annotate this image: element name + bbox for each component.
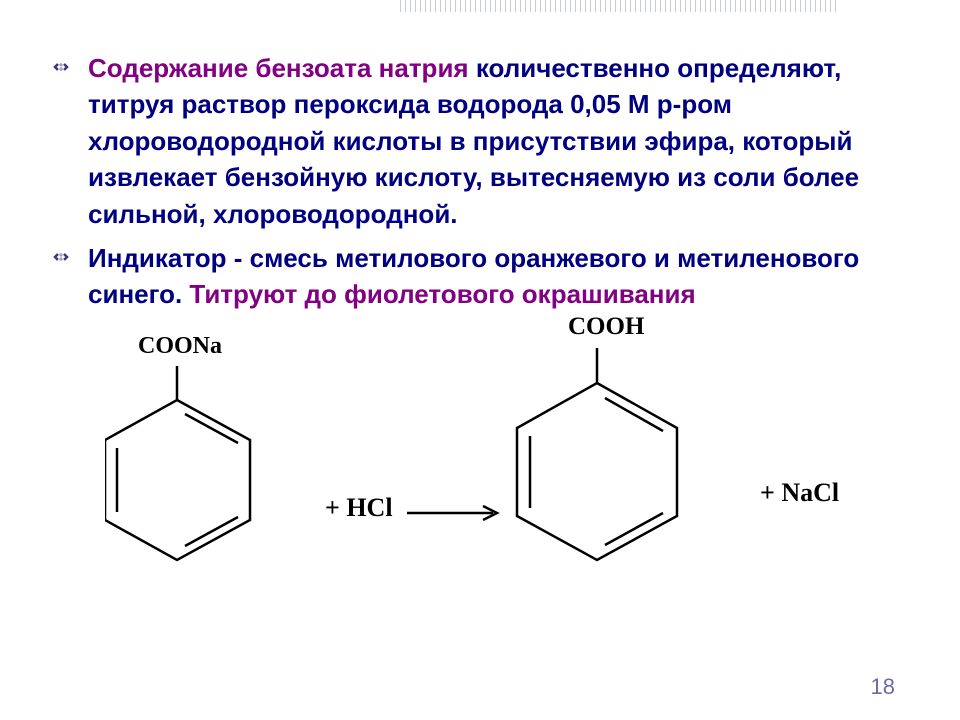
- benzene-left-icon: [105, 358, 285, 578]
- diamond-bullet-icon: [50, 246, 72, 268]
- bullet-item-2: Индикатор - смесь метилового оранжевого …: [50, 240, 910, 313]
- bullet-text-1: Содержание бензоата натрия количественно…: [88, 50, 910, 232]
- benzene-right-icon: [505, 338, 695, 578]
- slide-number: 18: [871, 674, 895, 700]
- label-nacl: + NaCl: [760, 478, 839, 508]
- content-area: Содержание бензоата натрия количественно…: [0, 0, 960, 613]
- diamond-bullet-icon: [50, 56, 72, 78]
- bullet1-part1: Содержание бензоата натрия: [88, 53, 469, 83]
- reaction-area: COONa COOH + HCl + NaCl: [50, 333, 910, 593]
- label-coona: COONa: [138, 333, 222, 360]
- bullet-item-1: Содержание бензоата натрия количественно…: [50, 50, 910, 232]
- top-decoration: [400, 0, 840, 12]
- label-hcl: + HCl: [325, 493, 393, 523]
- reaction-arrow-icon: [405, 503, 505, 523]
- bullet-text-2: Индикатор - смесь метилового оранжевого …: [88, 240, 910, 313]
- bullet2-part2: Титруют до фиолетового окрашивания: [182, 279, 695, 309]
- label-cooh: COOH: [568, 313, 644, 341]
